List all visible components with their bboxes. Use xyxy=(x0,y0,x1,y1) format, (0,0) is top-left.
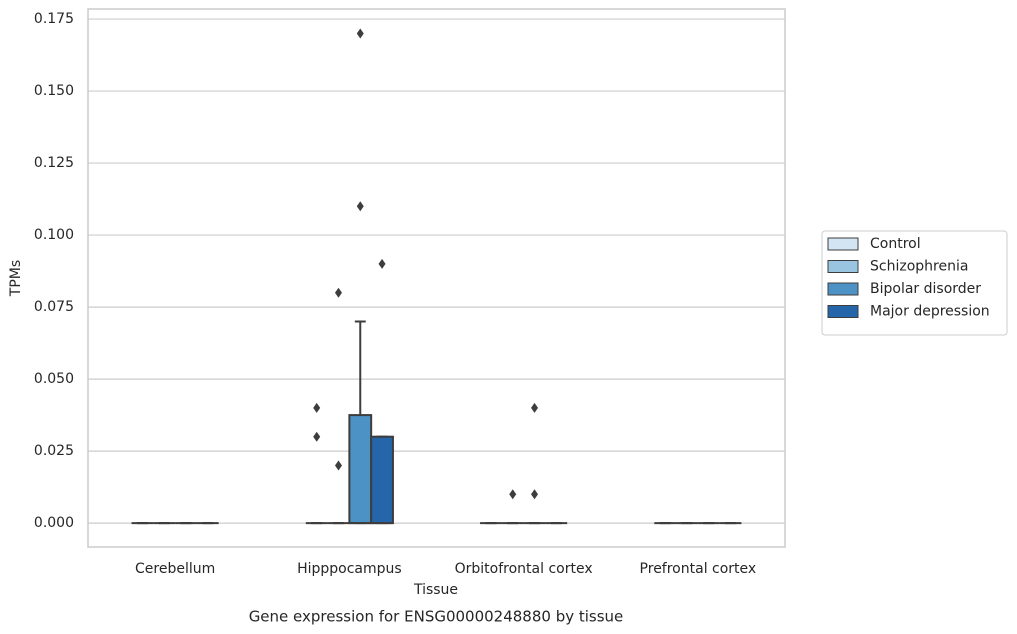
outlier xyxy=(313,431,321,442)
outlier xyxy=(334,287,342,298)
legend-swatch xyxy=(827,260,859,273)
x-tick-label: Prefrontal cortex xyxy=(640,561,757,577)
outlier xyxy=(531,489,539,500)
x-axis-label: Tissue xyxy=(413,582,458,598)
y-tick-label: 0.175 xyxy=(34,11,74,27)
y-tick-label: 0.025 xyxy=(34,443,74,459)
y-tick-label: 0.100 xyxy=(34,227,74,243)
box xyxy=(348,414,373,525)
outlier xyxy=(334,460,342,471)
x-tick-label: Hipppocampus xyxy=(297,561,402,577)
y-tick-label: 0.050 xyxy=(34,371,74,387)
y-tick-label: 0.000 xyxy=(34,515,74,531)
box xyxy=(370,435,394,525)
y-axis-label: TPMs xyxy=(8,260,24,297)
legend-label: Bipolar disorder xyxy=(870,281,981,297)
x-tick-label: Cerebellum xyxy=(135,561,215,577)
legend-swatch xyxy=(827,305,859,318)
y-tick-label: 0.125 xyxy=(34,155,74,171)
chart-title: Gene expression for ENSG00000248880 by t… xyxy=(249,608,624,626)
outlier xyxy=(313,402,321,413)
legend-label: Schizophrenia xyxy=(870,259,968,275)
legend-label: Major depression xyxy=(870,304,990,320)
outlier xyxy=(356,28,364,39)
legend-label: Control xyxy=(870,236,921,252)
outlier xyxy=(531,402,539,413)
outlier xyxy=(509,489,517,500)
legend-frame xyxy=(821,230,1008,336)
outlier xyxy=(378,258,386,269)
outlier xyxy=(356,201,364,212)
legend-swatch xyxy=(827,237,859,251)
plot-frame xyxy=(87,8,786,548)
y-tick-label: 0.150 xyxy=(34,83,74,99)
legend-swatch xyxy=(827,282,859,296)
x-tick-label: Orbitofrontal cortex xyxy=(455,561,593,577)
y-tick-label: 0.075 xyxy=(34,299,74,315)
